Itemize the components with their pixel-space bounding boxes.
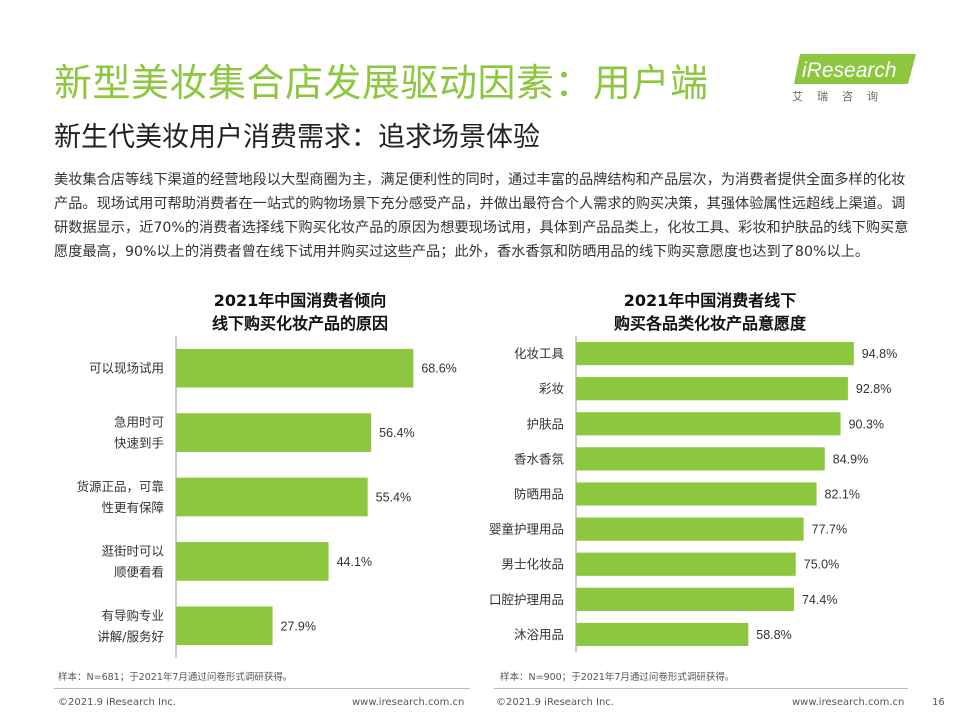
bar-value-label: 74.4%	[802, 593, 837, 607]
chart-right-title-line-2: 购买各品类化妆产品意愿度	[613, 314, 806, 333]
chart-right-title: 2021年中国消费者线下 购买各品类化妆产品意愿度	[570, 289, 850, 335]
footer-divider-right	[494, 688, 908, 689]
logo-badge: iResearch	[794, 54, 916, 84]
footer-website-left: www.iresearch.com.cn	[352, 697, 465, 708]
category-label: 快速到手	[114, 436, 164, 451]
category-label: 可以现场试用	[89, 361, 164, 376]
bar	[576, 482, 817, 506]
bar-value-label: 90.3%	[849, 417, 884, 431]
bar	[176, 477, 368, 517]
footer-copyright-right: ©2021.9 iResearch Inc.	[496, 697, 614, 708]
footer-divider-left	[54, 688, 470, 689]
category-label: 防晒用品	[514, 487, 564, 502]
logo-subtitle: 艾瑞咨询	[792, 90, 892, 103]
category-label: 彩妆	[539, 381, 564, 396]
category-label: 性更有保障	[101, 500, 164, 515]
bar-value-label: 84.9%	[833, 452, 868, 466]
bar-value-label: 55.4%	[376, 491, 411, 505]
bar-value-label: 58.8%	[756, 628, 791, 642]
bar-value-label: 82.1%	[825, 488, 860, 502]
category-label: 讲解/服务好	[97, 629, 164, 644]
category-label: 逛街时可以	[101, 543, 164, 558]
page-subtitle: 新生代美妆用户消费需求：追求场景体验	[54, 122, 540, 153]
category-label: 婴童护理用品	[489, 522, 564, 537]
bar	[576, 447, 825, 471]
chart-left-title-line-2: 线下购买化妆产品的原因	[211, 314, 388, 333]
bar	[576, 552, 796, 576]
bar-value-label: 27.9%	[281, 619, 316, 633]
chart-right-categories: 94.8% 化妆工具 92.8% 彩妆 90.3% 护肤品 84.9% 香水香氛 82.1% 防晒…	[489, 336, 897, 652]
category-label: 护肤品	[526, 416, 564, 431]
intro-paragraph: 美妆集合店等线下渠道的经营地段以大型商圈为主，满足便利性的同时，通过丰富的品牌结…	[54, 172, 909, 260]
bar	[176, 413, 372, 452]
footer-website-right: www.iresearch.com.cn	[792, 697, 905, 708]
bar	[576, 377, 848, 401]
category-label: 香水香氛	[514, 451, 565, 466]
bar-value-label: 94.8%	[862, 347, 897, 361]
category-label: 男士化妆品	[501, 557, 564, 572]
bar	[176, 542, 329, 581]
bar	[176, 348, 414, 388]
bar	[176, 606, 273, 646]
category-label: 有导购专业	[101, 608, 164, 623]
bar	[576, 412, 841, 436]
bar-value-label: 56.4%	[379, 426, 414, 440]
bar-value-label: 75.0%	[804, 558, 839, 572]
chart-left-sample-note: 样本：N=681；于2021年7月通过问卷形式调研获得。	[58, 672, 293, 683]
bar	[576, 517, 804, 541]
category-label: 急用时可	[114, 415, 164, 430]
bar-value-label: 92.8%	[856, 382, 891, 396]
chart-left-title: 2021年中国消费者倾向 线下购买化妆产品的原因	[160, 289, 440, 335]
category-label: 货源正品，可靠	[76, 479, 164, 494]
chart-left-title-line-1: 2021年中国消费者倾向	[213, 291, 387, 310]
bar	[576, 622, 749, 647]
category-label: 口腔护理用品	[489, 592, 564, 607]
bar	[576, 341, 854, 366]
bar-value-label: 68.6%	[421, 362, 456, 376]
bar-value-label: 77.7%	[812, 523, 847, 537]
logo-text: iResearch	[802, 59, 897, 82]
chart-right-sample-note: 样本：N=900；于2021年7月通过问卷形式调研获得。	[500, 672, 735, 683]
page-title: 新型美妆集合店发展驱动因素：用户端	[54, 61, 709, 105]
category-label: 沐浴用品	[514, 627, 564, 642]
iresearch-logo: iResearch 艾瑞咨询	[792, 50, 922, 110]
page-number: 16	[932, 697, 945, 708]
bar	[576, 587, 794, 611]
category-label: 化妆工具	[514, 346, 565, 361]
category-label: 顺便看看	[114, 564, 164, 579]
footer-copyright-left: ©2021.9 iResearch Inc.	[58, 697, 176, 708]
chart-right-title-line-1: 2021年中国消费者线下	[623, 291, 797, 310]
bar-value-label: 44.1%	[337, 555, 372, 569]
